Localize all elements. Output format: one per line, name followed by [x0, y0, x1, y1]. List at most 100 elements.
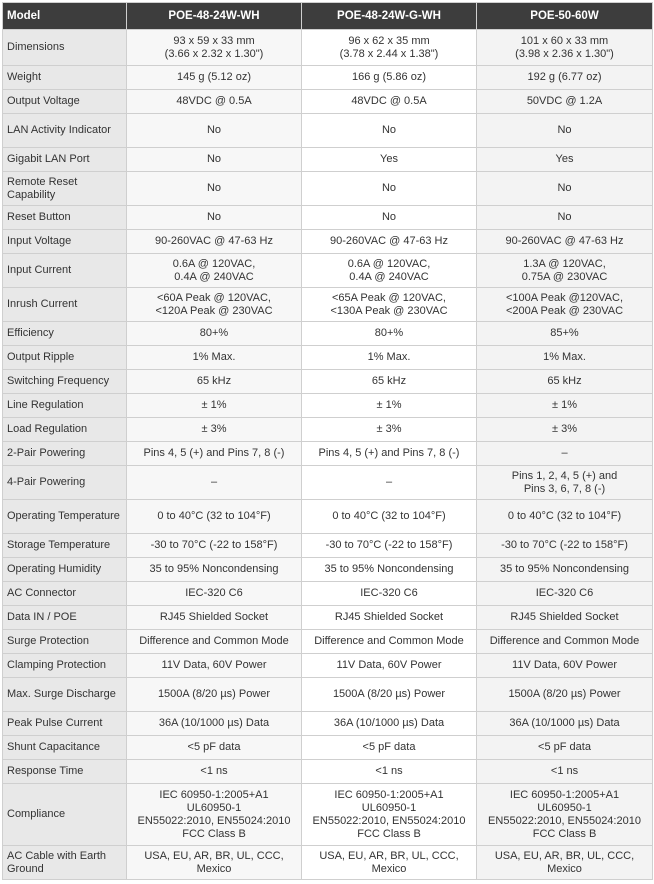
spec-value: RJ45 Shielded Socket — [476, 605, 653, 630]
table-row: Efficiency 80+% 80+% 85+% — [2, 321, 653, 346]
spec-value: No — [476, 113, 653, 148]
spec-label: Switching Frequency — [2, 369, 127, 394]
spec-value: 1% Max. — [126, 345, 302, 370]
spec-value: 96 x 62 x 35 mm (3.78 x 2.44 x 1.38") — [301, 29, 477, 66]
spec-value: 36A (10/1000 µs) Data — [301, 711, 477, 736]
table-row: Dimensions 93 x 59 x 33 mm (3.66 x 2.32 x … — [2, 29, 653, 66]
spec-value: 11V Data, 60V Power — [301, 653, 477, 678]
spec-value: Yes — [476, 147, 653, 172]
spec-value: No — [301, 113, 477, 148]
spec-label: LAN Activity Indicator — [2, 113, 127, 148]
spec-label: Gigabit LAN Port — [2, 147, 127, 172]
spec-value: 90-260VAC @ 47-63 Hz — [476, 229, 653, 254]
table-row: Line Regulation ± 1% ± 1% ± 1% — [2, 393, 653, 418]
model-name-2: POE-48-24W-G-WH — [301, 2, 477, 30]
table-row: Input Current 0.6A @ 120VAC, 0.4A @ 240VAC… — [2, 253, 653, 288]
spec-value: No — [476, 205, 653, 230]
spec-value: Difference and Common Mode — [476, 629, 653, 654]
spec-label: Clamping Protection — [2, 653, 127, 678]
spec-value: <5 pF data — [476, 735, 653, 760]
spec-label: 4-Pair Powering — [2, 465, 127, 500]
table-row: Storage Temperature -30 to 70°C (-22 to 1… — [2, 533, 653, 558]
spec-value: Pins 4, 5 (+) and Pins 7, 8 (-) — [301, 441, 477, 466]
spec-value: 192 g (6.77 oz) — [476, 65, 653, 90]
spec-label: Data IN / POE — [2, 605, 127, 630]
spec-value: – — [476, 441, 653, 466]
table-row: Gigabit LAN Port No Yes Yes — [2, 147, 653, 172]
spec-value: <1 ns — [126, 759, 302, 784]
spec-value: USA, EU, AR, BR, UL, CCC, Mexico — [126, 845, 302, 880]
spec-label: Shunt Capacitance — [2, 735, 127, 760]
spec-value: IEC 60950-1:2005+A1 UL60950-1 EN55022:2010… — [301, 783, 477, 846]
spec-value: – — [301, 465, 477, 500]
spec-label: AC Cable with Earth Ground — [2, 845, 127, 880]
spec-value: Pins 1, 2, 4, 5 (+) and Pins 3, 6, 7, 8 (… — [476, 465, 653, 500]
spec-value: 65 kHz — [301, 369, 477, 394]
spec-value: -30 to 70°C (-22 to 158°F) — [476, 533, 653, 558]
model-name-3: POE-50-60W — [476, 2, 653, 30]
spec-value: IEC 60950-1:2005+A1 UL60950-1 EN55022:2010… — [476, 783, 653, 846]
spec-value: 1% Max. — [301, 345, 477, 370]
table-row: 2-Pair Powering Pins 4, 5 (+) and Pins 7,… — [2, 441, 653, 466]
spec-value: Difference and Common Mode — [301, 629, 477, 654]
spec-value: Pins 4, 5 (+) and Pins 7, 8 (-) — [126, 441, 302, 466]
table-row: Response Time <1 ns <1 ns <1 ns — [2, 759, 653, 784]
spec-value: 50VDC @ 1.2A — [476, 89, 653, 114]
spec-value: 80+% — [126, 321, 302, 346]
spec-value: ± 3% — [126, 417, 302, 442]
spec-value: 65 kHz — [476, 369, 653, 394]
spec-value: 11V Data, 60V Power — [476, 653, 653, 678]
spec-label: Operating Humidity — [2, 557, 127, 582]
spec-value: – — [126, 465, 302, 500]
spec-label: Peak Pulse Current — [2, 711, 127, 736]
spec-label: Reset Button — [2, 205, 127, 230]
spec-value: 1.3A @ 120VAC, 0.75A @ 230VAC — [476, 253, 653, 288]
spec-label: AC Connector — [2, 581, 127, 606]
table-row: Inrush Current <60A Peak @ 120VAC, <120A P… — [2, 287, 653, 322]
table-row: Peak Pulse Current 36A (10/1000 µs) Data 3… — [2, 711, 653, 736]
spec-value: 36A (10/1000 µs) Data — [476, 711, 653, 736]
spec-value: <1 ns — [301, 759, 477, 784]
spec-value: 85+% — [476, 321, 653, 346]
spec-value: <100A Peak @120VAC, <200A Peak @ 230VAC — [476, 287, 653, 322]
spec-value: 0 to 40°C (32 to 104°F) — [126, 499, 302, 534]
spec-value: 1% Max. — [476, 345, 653, 370]
spec-value: 101 x 60 x 33 mm (3.98 x 2.36 x 1.30") — [476, 29, 653, 66]
spec-value: ± 1% — [476, 393, 653, 418]
spec-value: ± 1% — [301, 393, 477, 418]
spec-value: No — [126, 205, 302, 230]
table-row: Surge Protection Difference and Common Mo… — [2, 629, 653, 654]
header-row: Model POE-48-24W-WH POE-48-24W-G-WH POE-… — [2, 2, 653, 30]
table-row: Remote Reset Capability No No No — [2, 171, 653, 206]
table-row: LAN Activity Indicator No No No — [2, 113, 653, 148]
spec-value: No — [476, 171, 653, 206]
spec-label: Inrush Current — [2, 287, 127, 322]
spec-label: Line Regulation — [2, 393, 127, 418]
spec-value: <1 ns — [476, 759, 653, 784]
table-row: Load Regulation ± 3% ± 3% ± 3% — [2, 417, 653, 442]
spec-label: Weight — [2, 65, 127, 90]
table-row: Data IN / POE RJ45 Shielded Socket RJ45 Sh… — [2, 605, 653, 630]
table-row: AC Cable with Earth Ground USA, EU, AR, B… — [2, 845, 653, 880]
table-row: Shunt Capacitance <5 pF data <5 pF data <5 … — [2, 735, 653, 760]
table-row: Output Voltage 48VDC @ 0.5A 48VDC @ 0.5A 50… — [2, 89, 653, 114]
spec-value: No — [126, 171, 302, 206]
spec-value: 93 x 59 x 33 mm (3.66 x 2.32 x 1.30") — [126, 29, 302, 66]
table-row: Operating Humidity 35 to 95% Noncondensin… — [2, 557, 653, 582]
spec-value: ± 3% — [476, 417, 653, 442]
spec-label: Dimensions — [2, 29, 127, 66]
spec-value: 90-260VAC @ 47-63 Hz — [126, 229, 302, 254]
table-row: Operating Temperature 0 to 40°C (32 to 10… — [2, 499, 653, 534]
spec-value: No — [301, 171, 477, 206]
spec-label: Output Ripple — [2, 345, 127, 370]
spec-label: Max. Surge Discharge — [2, 677, 127, 712]
spec-label: Storage Temperature — [2, 533, 127, 558]
spec-label: Output Voltage — [2, 89, 127, 114]
spec-value: 35 to 95% Noncondensing — [301, 557, 477, 582]
spec-value: 48VDC @ 0.5A — [126, 89, 302, 114]
spec-value: RJ45 Shielded Socket — [126, 605, 302, 630]
spec-value: 80+% — [301, 321, 477, 346]
spec-value: No — [301, 205, 477, 230]
spec-value: 145 g (5.12 oz) — [126, 65, 302, 90]
spec-value: No — [126, 113, 302, 148]
